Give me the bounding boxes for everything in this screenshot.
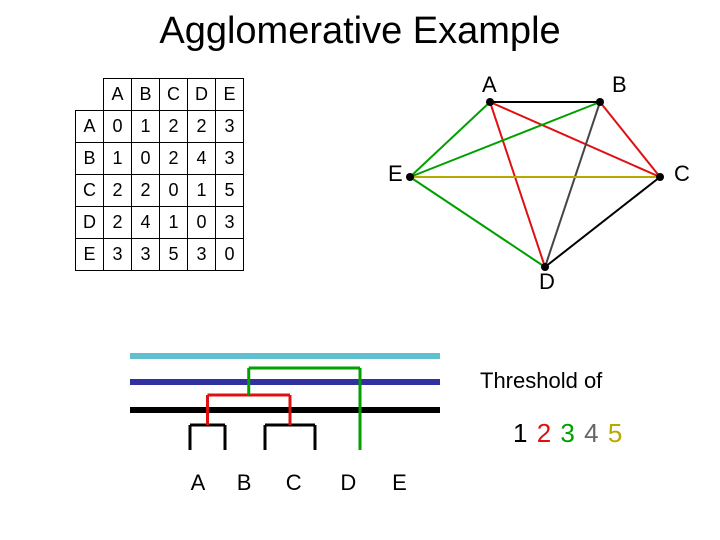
- matrix-col-header: C: [160, 79, 188, 111]
- dendrogram-leaf-labels: A B C D E: [180, 470, 450, 496]
- matrix-cell: 2: [104, 175, 132, 207]
- matrix-col-header: D: [188, 79, 216, 111]
- leaf-label: E: [382, 470, 420, 496]
- matrix-cell: 0: [160, 175, 188, 207]
- matrix-cell: 5: [216, 175, 244, 207]
- matrix-corner: [76, 79, 104, 111]
- threshold-num: 5: [608, 418, 622, 448]
- matrix-cell: 2: [104, 207, 132, 239]
- matrix-cell: 2: [160, 111, 188, 143]
- threshold-num: 3: [560, 418, 574, 448]
- matrix-cell: 5: [160, 239, 188, 271]
- svg-text:C: C: [674, 161, 690, 186]
- matrix-cell: 0: [132, 143, 160, 175]
- matrix-row-header: D: [76, 207, 104, 239]
- matrix-col-header: E: [216, 79, 244, 111]
- leaf-label: A: [180, 470, 218, 496]
- threshold-num: 1: [513, 418, 527, 448]
- matrix-cell: 2: [188, 111, 216, 143]
- dendrogram: [130, 300, 440, 470]
- leaf-label: D: [325, 470, 373, 496]
- matrix-cell: 3: [216, 207, 244, 239]
- matrix-cell: 3: [188, 239, 216, 271]
- matrix-cell: 3: [216, 111, 244, 143]
- threshold-num: 2: [537, 418, 551, 448]
- matrix-row-header: E: [76, 239, 104, 271]
- threshold-num: 4: [584, 418, 598, 448]
- svg-text:B: B: [612, 72, 627, 97]
- threshold-label: Threshold of: [480, 368, 602, 394]
- matrix-row-header: B: [76, 143, 104, 175]
- threshold-numbers: 1 2 3 4 5: [513, 418, 624, 449]
- matrix-cell: 4: [132, 207, 160, 239]
- matrix-cell: 3: [132, 239, 160, 271]
- matrix-cell: 4: [188, 143, 216, 175]
- svg-text:A: A: [482, 72, 497, 97]
- graph-diagram: A B C D E: [370, 72, 690, 292]
- distance-matrix: A B C D E A 0 1 2 2 3 B 1 0 2 4 3 C 2 2 …: [75, 78, 244, 271]
- svg-text:D: D: [539, 269, 555, 292]
- matrix-cell: 1: [132, 111, 160, 143]
- matrix-cell: 0: [104, 111, 132, 143]
- page-title: Agglomerative Example: [0, 10, 720, 53]
- matrix-cell: 0: [216, 239, 244, 271]
- svg-text:E: E: [388, 161, 403, 186]
- matrix-cell: 1: [188, 175, 216, 207]
- matrix-cell: 0: [188, 207, 216, 239]
- leaf-label: C: [272, 470, 317, 496]
- matrix-cell: 1: [160, 207, 188, 239]
- matrix-cell: 3: [104, 239, 132, 271]
- matrix-cell: 3: [216, 143, 244, 175]
- matrix-cell: 2: [132, 175, 160, 207]
- matrix-cell: 1: [104, 143, 132, 175]
- matrix-row-header: C: [76, 175, 104, 207]
- matrix-col-header: A: [104, 79, 132, 111]
- matrix-cell: 2: [160, 143, 188, 175]
- matrix-col-header: B: [132, 79, 160, 111]
- leaf-label: B: [226, 470, 264, 496]
- matrix-row-header: A: [76, 111, 104, 143]
